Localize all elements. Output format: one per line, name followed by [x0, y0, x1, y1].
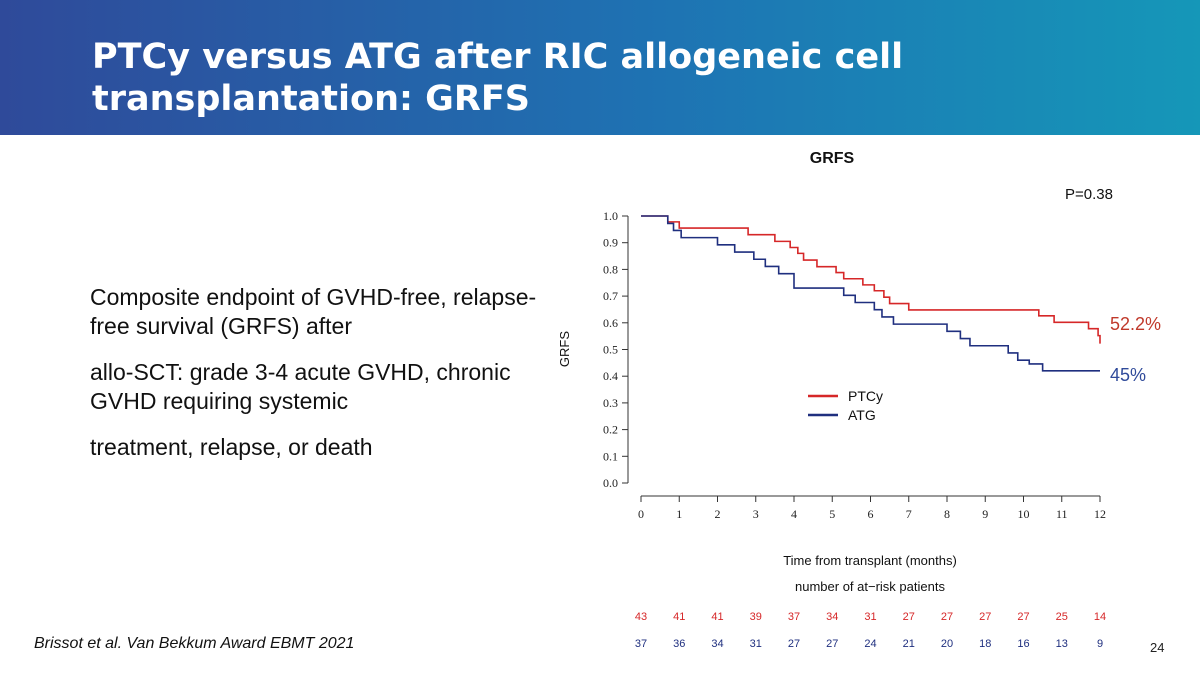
at-risk-cell-atg: 24	[864, 638, 876, 650]
y-tick-label: 0.9	[603, 236, 618, 250]
at-risk-cell-atg: 37	[635, 638, 647, 650]
x-tick-label: 5	[829, 507, 835, 521]
at-risk-cell-atg: 36	[673, 638, 685, 650]
y-tick-label: 0.5	[603, 343, 618, 357]
at-risk-table: 43 41 41 39 37 34 31 27 27 27 27 25 14 37 36 34 31 27 27 24…	[635, 611, 1106, 650]
x-tick-label: 2	[715, 507, 721, 521]
at-risk-cell-ptcy: 27	[1017, 611, 1029, 623]
at-risk-cell-ptcy: 31	[864, 611, 876, 623]
x-tick-label: 4	[791, 507, 797, 521]
y-axis-label: GRFS	[557, 331, 572, 367]
legend-label-atg: ATG	[848, 407, 876, 423]
y-tick-label: 0.2	[603, 423, 618, 437]
x-tick-label: 1	[676, 507, 682, 521]
x-axis-label: Time from transplant (months)	[783, 553, 957, 568]
series-layer	[641, 215, 1101, 372]
at-risk-cell-ptcy: 41	[673, 611, 685, 623]
at-risk-label: number of at−risk patients	[795, 579, 945, 594]
at-risk-cell-ptcy: 27	[941, 611, 953, 623]
at-risk-cell-atg: 13	[1056, 638, 1068, 650]
at-risk-cell-ptcy: 41	[711, 611, 723, 623]
description-line-1: Composite endpoint of GVHD-free, relapse…	[90, 284, 537, 339]
atg-end-label: 45%	[1110, 365, 1146, 385]
x-tick-label: 10	[1018, 507, 1030, 521]
series-line-atg	[641, 215, 1100, 372]
at-risk-cell-atg: 21	[903, 638, 915, 650]
description-line-2: allo-SCT: grade 3-4 acute GVHD, chronic …	[90, 359, 511, 414]
y-tick-label: 0.1	[603, 449, 618, 463]
at-risk-cell-ptcy: 43	[635, 611, 647, 623]
at-risk-cell-ptcy: 27	[903, 611, 915, 623]
at-risk-cell-atg: 27	[826, 638, 838, 650]
at-risk-cell-atg: 18	[979, 638, 991, 650]
x-tick-label: 6	[868, 507, 874, 521]
x-tick-label: 11	[1056, 507, 1068, 521]
at-risk-cell-atg: 27	[788, 638, 800, 650]
p-value: P=0.38	[1065, 186, 1113, 203]
at-risk-cell-ptcy: 14	[1094, 611, 1106, 623]
y-tick-label: 0.3	[603, 396, 618, 410]
x-tick-label: 9	[982, 507, 988, 521]
x-tick-label: 8	[944, 507, 950, 521]
at-risk-cell-atg: 16	[1017, 638, 1029, 650]
ptcy-end-label: 52.2%	[1110, 314, 1161, 334]
x-tick-label: 12	[1094, 507, 1106, 521]
y-tick-label: 1.0	[603, 209, 618, 223]
y-tick-label: 0.4	[603, 369, 618, 383]
y-tick-label: 0.7	[603, 289, 618, 303]
chart-title: GRFS	[810, 150, 855, 167]
at-risk-cell-ptcy: 39	[750, 611, 762, 623]
legend: PTCy ATG	[808, 388, 883, 423]
slide-title: PTCy versus ATG after RIC allogeneic cel…	[92, 37, 904, 119]
y-tick-label: 0.6	[603, 316, 618, 330]
endpoint-description: Composite endpoint of GVHD-free, relapse…	[90, 283, 560, 462]
x-tick-label: 3	[753, 507, 759, 521]
at-risk-cell-ptcy: 37	[788, 611, 800, 623]
at-risk-cell-atg: 34	[711, 638, 723, 650]
axes: 0.00.10.20.30.40.50.60.70.80.91.00 1 2 3 4 5 6…	[603, 209, 1106, 521]
title-banner: PTCy versus ATG after RIC allogeneic cel…	[0, 0, 1200, 135]
x-tick-label: 7	[906, 507, 912, 521]
series-line-ptcy	[641, 215, 1101, 344]
at-risk-cell-atg: 31	[750, 638, 762, 650]
x-tick-label: 0	[638, 507, 644, 521]
page-number: 24	[1150, 640, 1165, 655]
at-risk-cell-atg: 20	[941, 638, 953, 650]
at-risk-cell-ptcy: 25	[1056, 611, 1068, 623]
citation: Brissot et al. Van Bekkum Award EBMT 202…	[34, 635, 355, 652]
legend-label-ptcy: PTCy	[848, 388, 883, 404]
y-tick-label: 0.8	[603, 262, 618, 276]
at-risk-cell-atg: 9	[1097, 638, 1103, 650]
at-risk-cell-ptcy: 34	[826, 611, 838, 623]
description-line-3: treatment, relapse, or death	[90, 434, 373, 460]
at-risk-cell-ptcy: 27	[979, 611, 991, 623]
y-tick-label: 0.0	[603, 476, 618, 490]
